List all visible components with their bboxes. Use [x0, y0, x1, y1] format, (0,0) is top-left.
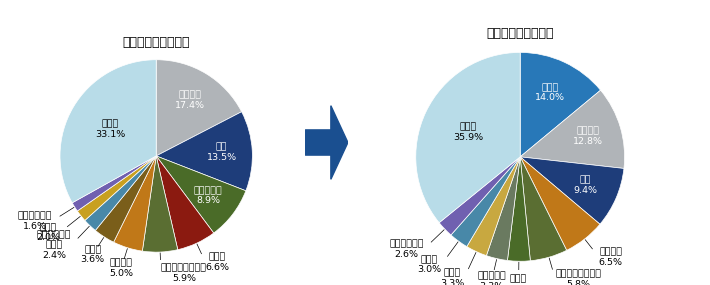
- Polygon shape: [305, 106, 348, 179]
- Text: 身辺細貨類
3.3%: 身辺細貨類 3.3%: [477, 271, 506, 285]
- Text: 文具類
3.3%: 文具類 3.3%: [439, 268, 464, 285]
- Wedge shape: [77, 156, 156, 220]
- Text: バッグ類
6.5%: バッグ類 6.5%: [599, 247, 623, 267]
- Wedge shape: [508, 157, 530, 261]
- Wedge shape: [156, 156, 246, 233]
- Text: その他
35.9%: その他 35.9%: [453, 123, 484, 142]
- Text: 帽子類
2.0%: 帽子類 2.0%: [36, 223, 60, 242]
- Text: その他
33.1%: その他 33.1%: [95, 119, 126, 139]
- Wedge shape: [520, 52, 601, 157]
- Wedge shape: [72, 156, 156, 211]
- Text: 医薬品
14.0%: 医薬品 14.0%: [535, 83, 565, 102]
- Wedge shape: [114, 156, 156, 251]
- Text: 携帯電話及び
付属品
2.4%: 携帯電話及び 付属品 2.4%: [37, 230, 71, 260]
- Wedge shape: [156, 60, 241, 156]
- Wedge shape: [416, 52, 520, 223]
- Text: 布製品
3.0%: 布製品 3.0%: [417, 255, 442, 274]
- Wedge shape: [439, 157, 520, 235]
- Text: 家庭用雑貨
8.9%: 家庭用雑貨 8.9%: [194, 186, 223, 205]
- Text: 衣類
9.4%: 衣類 9.4%: [574, 175, 597, 195]
- Text: コンピュータ製品
5.8%: コンピュータ製品 5.8%: [555, 270, 601, 285]
- Text: コンピュータ製品
5.9%: コンピュータ製品 5.9%: [161, 264, 207, 283]
- Text: 自動車付属品
2.6%: 自動車付属品 2.6%: [389, 240, 424, 259]
- Text: 電気製品
17.4%: 電気製品 17.4%: [175, 90, 205, 110]
- Wedge shape: [466, 157, 520, 256]
- Text: バッグ類
5.0%: バッグ類 5.0%: [109, 258, 133, 278]
- Wedge shape: [156, 156, 214, 250]
- Wedge shape: [520, 90, 625, 168]
- Text: 電気製品
12.8%: 電気製品 12.8%: [573, 127, 604, 146]
- Wedge shape: [142, 156, 178, 252]
- Wedge shape: [85, 156, 156, 231]
- Wedge shape: [520, 157, 624, 224]
- Text: 布製品
6.6%: 布製品 6.6%: [205, 253, 229, 272]
- Text: （令和３年上半期）: （令和３年上半期）: [122, 36, 190, 49]
- Wedge shape: [520, 157, 600, 250]
- Text: 自動車付属品
1.6%: 自動車付属品 1.6%: [17, 211, 52, 231]
- Wedge shape: [451, 157, 520, 247]
- Text: 衣類
13.5%: 衣類 13.5%: [207, 143, 236, 162]
- Text: 医薬品
3.6%: 医薬品 3.6%: [81, 245, 105, 264]
- Wedge shape: [156, 112, 252, 191]
- Wedge shape: [60, 60, 156, 203]
- Text: 玩具類
3.5%: 玩具類 3.5%: [506, 274, 530, 285]
- Wedge shape: [486, 157, 520, 260]
- Wedge shape: [520, 157, 567, 261]
- Text: （令和４年上半期）: （令和４年上半期）: [486, 27, 554, 40]
- Wedge shape: [95, 156, 156, 242]
